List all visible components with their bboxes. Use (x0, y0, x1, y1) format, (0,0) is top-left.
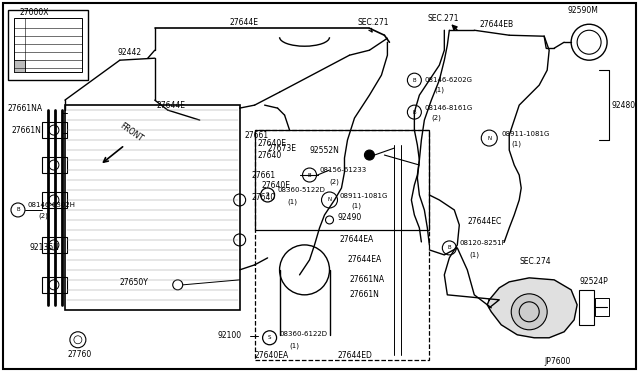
Text: 92524P: 92524P (579, 278, 608, 286)
Text: (2): (2) (38, 213, 48, 219)
Bar (14, 60, 25, 72)
Text: 08360-6122D: 08360-6122D (280, 331, 328, 337)
Text: S: S (268, 335, 271, 340)
Text: N: N (328, 198, 332, 202)
Text: 27661NA: 27661NA (349, 275, 385, 284)
Text: 27644E: 27644E (230, 18, 259, 27)
Text: 08911-1081G: 08911-1081G (501, 131, 550, 137)
Text: 27661N: 27661N (12, 126, 42, 135)
Text: 27661: 27661 (244, 131, 269, 140)
Bar (255, 130, 429, 230)
Bar (65, 105, 239, 310)
Text: 27650Y: 27650Y (120, 278, 148, 287)
Text: 08911-1081G: 08911-1081G (339, 193, 388, 199)
Text: 27644E: 27644E (157, 100, 186, 110)
Text: (1): (1) (289, 343, 300, 349)
Text: 08146-8161G: 08146-8161G (424, 105, 472, 111)
Text: (1): (1) (435, 87, 444, 93)
Text: 08120-8251F: 08120-8251F (460, 240, 506, 246)
Circle shape (364, 150, 374, 160)
Text: 27644EC: 27644EC (467, 218, 502, 227)
Text: SEC.274: SEC.274 (519, 257, 551, 266)
Text: 27640: 27640 (252, 193, 276, 202)
Text: 27640E: 27640E (258, 138, 287, 148)
Text: (2): (2) (330, 179, 339, 185)
Bar (255, 130, 429, 360)
Text: JP7600: JP7600 (544, 357, 570, 366)
Bar (579, 290, 594, 325)
Text: 27640E: 27640E (262, 180, 291, 189)
Text: (1): (1) (287, 199, 298, 205)
Text: 92100: 92100 (218, 331, 242, 340)
Text: 92480: 92480 (611, 100, 636, 110)
Text: (1): (1) (469, 251, 479, 258)
Text: 27673E: 27673E (268, 144, 296, 153)
Text: 27640EA: 27640EA (255, 351, 289, 360)
Text: 27644EA: 27644EA (348, 256, 381, 264)
Text: 08360-5122D: 08360-5122D (278, 187, 326, 193)
Text: 27661N: 27661N (349, 290, 380, 299)
Text: B: B (308, 173, 311, 177)
Bar (14, 18, 82, 72)
Text: B: B (413, 78, 416, 83)
Bar (42, 122, 67, 138)
Text: 27644ED: 27644ED (337, 351, 372, 360)
Text: (1): (1) (511, 141, 521, 147)
Text: SEC.271: SEC.271 (358, 18, 389, 27)
Text: N: N (487, 135, 492, 141)
Text: 08146-6302H: 08146-6302H (28, 202, 76, 208)
Text: 27000X: 27000X (20, 8, 49, 17)
Text: B: B (447, 246, 451, 250)
Text: S: S (266, 192, 269, 198)
Text: B: B (413, 110, 416, 115)
Text: (2): (2) (431, 115, 441, 121)
Text: 92552N: 92552N (310, 145, 339, 154)
Text: 92136N: 92136N (30, 243, 60, 253)
Text: 92442: 92442 (118, 48, 142, 57)
Text: 27661NA: 27661NA (8, 104, 43, 113)
Text: 27644EB: 27644EB (479, 20, 513, 29)
Bar (42, 192, 67, 208)
Text: 27760: 27760 (68, 350, 92, 359)
Bar (42, 277, 67, 293)
Bar (8, 10, 88, 80)
Text: 92490: 92490 (337, 214, 362, 222)
Text: 92590M: 92590M (567, 6, 598, 15)
Text: (1): (1) (351, 203, 362, 209)
Text: 27644EA: 27644EA (339, 235, 374, 244)
Text: 08156-61233: 08156-61233 (319, 167, 367, 173)
Text: 27640: 27640 (258, 151, 282, 160)
Text: 27661: 27661 (252, 170, 276, 180)
Polygon shape (487, 278, 577, 338)
Bar (595, 298, 609, 316)
Circle shape (511, 294, 547, 330)
Bar (42, 157, 67, 173)
Text: B: B (16, 208, 20, 212)
Text: 08146-6202G: 08146-6202G (424, 77, 472, 83)
Text: SEC.271: SEC.271 (428, 14, 459, 23)
Text: FRONT: FRONT (118, 121, 144, 143)
Bar (42, 237, 67, 253)
